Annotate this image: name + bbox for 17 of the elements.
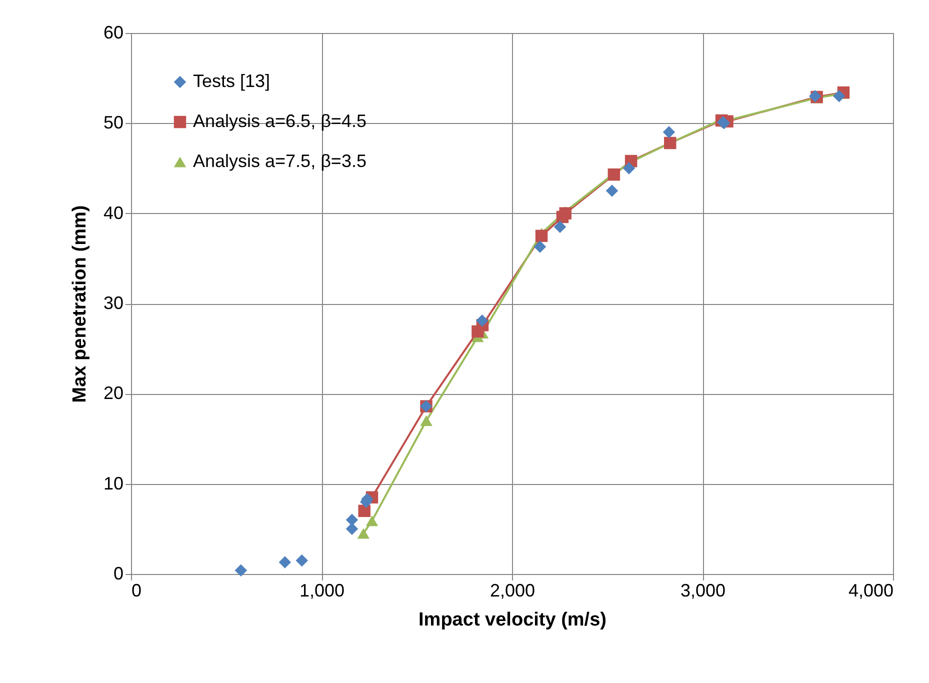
- x-tick-label: 0: [132, 580, 142, 600]
- y-tick-label: 10: [103, 473, 124, 494]
- y-tick-label: 30: [103, 293, 124, 313]
- x-tick-label: 3,000: [680, 580, 726, 600]
- legend-label: Analysis a=6.5, β=4.5: [193, 111, 366, 131]
- y-tick-label: 50: [103, 112, 124, 133]
- x-tick-label: 4,000: [848, 580, 894, 600]
- y-tick-label: 20: [103, 383, 124, 404]
- y-tick-label: 60: [103, 22, 124, 42]
- y-tick-label: 0: [113, 564, 124, 584]
- y-tick-label: 40: [103, 202, 124, 223]
- x-tick-label: 1,000: [299, 580, 345, 600]
- y-axis-title: Max penetration (mm): [69, 205, 90, 403]
- legend-label: Tests [13]: [193, 71, 270, 91]
- x-tick-label: 2,000: [490, 580, 536, 600]
- x-axis-title: Impact velocity (m/s): [418, 610, 606, 630]
- legend-label: Analysis a=7.5, β=3.5: [193, 151, 366, 171]
